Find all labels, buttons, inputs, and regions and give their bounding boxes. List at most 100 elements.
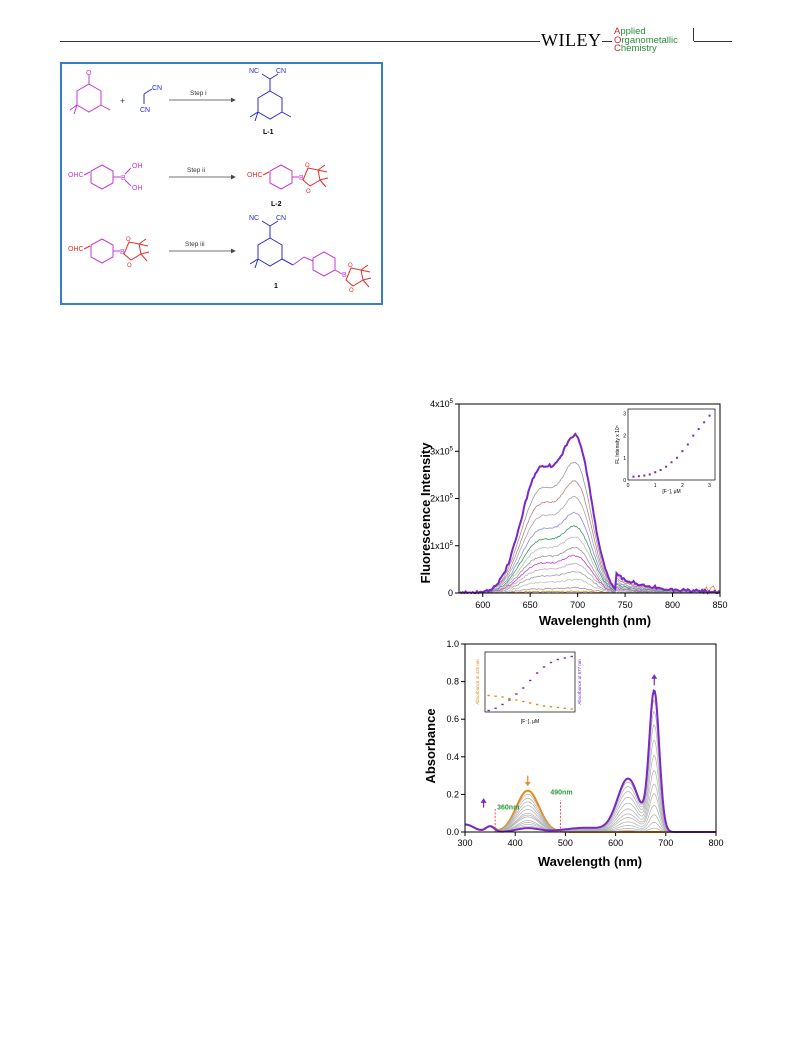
fl-inset-xtick: 2 xyxy=(681,483,684,489)
ab-ytick-label: 0.8 xyxy=(446,677,459,687)
ab-xlabel: Wavelength (nm) xyxy=(538,854,642,869)
ab-ytick-label: 0.6 xyxy=(446,714,459,724)
fl-inset-ylabel: FL Intensity x 10⁵ xyxy=(615,425,621,464)
header-rule-left xyxy=(60,41,540,42)
journal-name: Applied Organometallic Chemistry xyxy=(614,26,678,54)
ab-inset-point-orange xyxy=(487,694,490,697)
reaction-scheme: O + CN CN Step i NC CN L-1 OHC B OH OH S… xyxy=(60,62,383,305)
fl-inset-point xyxy=(686,443,689,446)
ohc-label-1: OHC xyxy=(68,172,84,179)
ab-inset-point-orange xyxy=(522,700,525,703)
compound-label-1: 1 xyxy=(274,283,278,290)
boron-label-2: B xyxy=(299,175,304,182)
fl-series-line xyxy=(459,432,720,595)
scheme-drawing: O + CN CN Step i NC CN L-1 OHC B OH OH S… xyxy=(68,68,372,294)
ab-ytick-label: 1.0 xyxy=(446,639,459,649)
fl-inset-point xyxy=(708,414,711,417)
fl-ytick-label: 3x105 xyxy=(430,446,454,456)
fl-inset-ytick: 2 xyxy=(623,434,626,440)
o-label-5: O xyxy=(348,263,353,269)
fl-inset-point xyxy=(697,427,700,430)
fl-inset-point xyxy=(665,465,668,468)
fl-inset-frame xyxy=(627,408,716,481)
ab-series-line xyxy=(465,770,716,833)
fl-inset-point xyxy=(643,474,646,477)
ab-arrow-up-head xyxy=(651,674,658,679)
o-label-2: O xyxy=(306,189,311,195)
ab-xtick-label: 500 xyxy=(558,838,573,848)
ab-inset-point-purple xyxy=(535,672,539,674)
ab-inset-ylabel-left: Absorbance at 425 nm xyxy=(475,659,480,705)
fl-inset-xtick: 0 xyxy=(627,483,630,489)
step-iii-label: Step iii xyxy=(185,241,205,248)
ab-arrow-down-head xyxy=(524,782,531,786)
o-label-6: O xyxy=(349,288,354,294)
ab-inset-point-purple xyxy=(570,655,573,658)
fl-inset-point xyxy=(675,456,678,459)
ab-inset-point-orange xyxy=(501,696,504,698)
ab-inset-point-orange xyxy=(494,695,497,697)
ab-inset-point-purple xyxy=(487,709,490,712)
fl-inset-ytick: 3 xyxy=(623,411,626,417)
ab-inset-point-orange xyxy=(570,708,573,710)
ab-arrow-up2-head xyxy=(480,798,487,803)
fluorescence-chart: Fluorescence Intensity Wavelenghth (nm) … xyxy=(405,392,735,630)
step-i-label: Step i xyxy=(190,90,207,97)
ohc-label-2: OHC xyxy=(247,172,263,179)
cn-label-2: CN xyxy=(140,107,150,114)
oh-label-2: OH xyxy=(132,185,143,192)
fl-xtick-label: 650 xyxy=(523,600,538,610)
fl-series-line xyxy=(459,480,720,594)
publisher-logo: WILEY xyxy=(541,30,602,50)
ab-xtick-label: 400 xyxy=(508,838,523,848)
ab-inset-point-purple xyxy=(494,707,497,709)
fl-xtick-label: 700 xyxy=(570,600,585,610)
ab-ylabel: Absorbance xyxy=(423,708,438,783)
fl-plot-frame xyxy=(458,403,721,594)
ab-plot-frame xyxy=(464,643,717,833)
ab-ytick-label: 0.2 xyxy=(446,789,459,799)
isophorone-structure xyxy=(69,75,111,115)
fl-inset-xtick: 1 xyxy=(654,483,657,489)
fl-xtick-label: 600 xyxy=(475,600,490,610)
product-1-structure xyxy=(249,220,372,288)
boron-label-3: B xyxy=(120,249,125,256)
boron-label-1: B xyxy=(121,175,126,182)
fl-xlabel: Wavelenghth (nm) xyxy=(539,613,651,628)
p1-cn-label: CN xyxy=(276,215,286,222)
ab-inset-point-purple xyxy=(556,658,560,661)
ab-inset-point-purple xyxy=(529,679,532,682)
ab-series-line xyxy=(465,724,716,833)
fl-inset-point xyxy=(659,469,662,472)
fl-xtick-label: 800 xyxy=(665,600,680,610)
ab-annot-360: 360nm xyxy=(497,804,519,811)
l2-reactant-structure xyxy=(83,238,150,264)
ab-inset-xlabel: [F⁻], μM xyxy=(521,719,539,725)
ab-inset-point-purple xyxy=(549,661,553,664)
boron-label-4: B xyxy=(342,272,347,279)
fl-inset-ytick: 1 xyxy=(623,456,626,462)
ab-inset-point-orange xyxy=(549,706,553,708)
ab-inset-point-orange xyxy=(529,702,532,704)
fl-ytick-label: 0 xyxy=(448,588,453,598)
ab-inset-point-purple xyxy=(508,699,511,701)
fl-inset-xtick: 3 xyxy=(708,483,711,489)
ab-xtick-label: 800 xyxy=(708,838,723,848)
o-label-4: O xyxy=(127,263,132,269)
fl-inset-point xyxy=(670,461,673,464)
ab-inset-ylabel-right: Absorbance at 677 nm xyxy=(577,659,582,705)
fl-inset-point xyxy=(654,471,657,474)
header-rule-right xyxy=(602,41,612,42)
ab-inset: [F⁻], μM Absorbance at 425 nm Absorbance a… xyxy=(475,651,582,725)
fl-inset-xlabel: [F⁻], μM xyxy=(662,489,680,495)
o-label-3: O xyxy=(126,237,131,243)
p1-nc-label: NC xyxy=(249,215,259,222)
fl-ytick-label: 4x105 xyxy=(430,399,454,409)
fl-inset-point xyxy=(703,421,706,424)
ab-inset-point-orange xyxy=(508,697,511,700)
fl-inset-point xyxy=(692,434,695,437)
malononitrile-structure xyxy=(143,88,153,104)
ab-inset-point-orange xyxy=(515,699,518,701)
ab-ytick-label: 0.4 xyxy=(446,752,459,762)
fl-xtick-label: 750 xyxy=(618,600,633,610)
